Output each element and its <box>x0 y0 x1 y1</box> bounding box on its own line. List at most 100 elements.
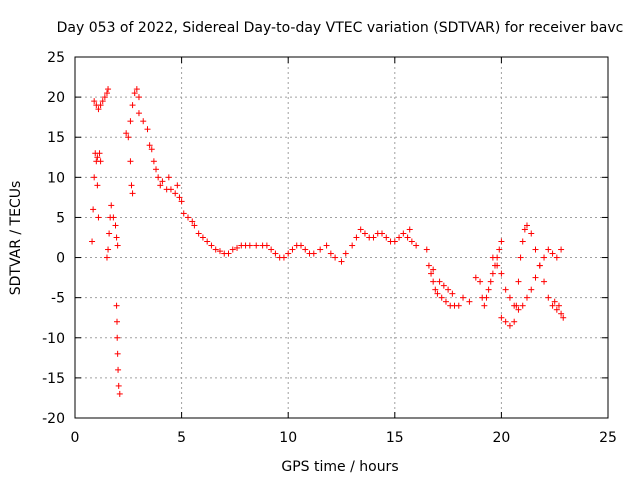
data-point <box>332 254 339 261</box>
data-point <box>553 254 560 261</box>
x-axis-ticks: 0 5 10 15 20 25 <box>71 57 617 446</box>
data-point <box>521 226 528 233</box>
data-point <box>460 294 467 301</box>
data-point <box>423 246 430 253</box>
data-point <box>113 234 120 241</box>
x-tick-label: 20 <box>492 430 510 446</box>
data-points <box>89 86 567 397</box>
data-point <box>532 246 539 253</box>
data-point <box>449 290 456 297</box>
data-point <box>289 246 296 253</box>
data-point <box>434 290 441 297</box>
data-point <box>506 294 513 301</box>
data-point <box>99 98 106 105</box>
data-point <box>370 234 377 241</box>
data-point <box>549 302 556 309</box>
data-point <box>103 90 110 97</box>
data-point <box>90 206 97 213</box>
data-point <box>172 190 179 197</box>
data-point <box>404 234 411 241</box>
x-axis-label: GPS time / hours <box>281 459 398 475</box>
data-point <box>199 234 206 241</box>
x-tick-label: 25 <box>599 430 617 446</box>
data-point <box>253 242 260 249</box>
data-point <box>519 238 526 245</box>
grid-lines <box>75 57 608 418</box>
data-point <box>174 182 181 189</box>
data-point <box>112 222 119 229</box>
data-point <box>123 130 130 137</box>
data-point <box>105 86 112 93</box>
data-point <box>280 254 287 261</box>
data-point <box>379 230 386 237</box>
data-point <box>545 294 552 301</box>
data-point <box>95 106 102 113</box>
data-point <box>541 254 548 261</box>
x-tick-label: 5 <box>177 430 186 446</box>
data-point <box>496 246 503 253</box>
data-point <box>180 210 187 217</box>
y-tick-label: -15 <box>42 371 65 387</box>
data-point <box>551 298 558 305</box>
data-point <box>498 314 505 321</box>
data-point <box>438 294 445 301</box>
data-point <box>396 234 403 241</box>
x-tick-label: 0 <box>71 430 80 446</box>
y-tick-label: -10 <box>42 331 65 347</box>
data-point <box>140 118 147 125</box>
chart-title: Day 053 of 2022, Sidereal Day-to-day VTE… <box>57 20 624 36</box>
data-point <box>502 318 509 325</box>
data-point <box>349 242 356 249</box>
data-point <box>191 222 198 229</box>
y-tick-label: 25 <box>47 50 65 66</box>
data-point <box>155 174 162 181</box>
data-point <box>440 282 447 289</box>
data-point <box>225 250 232 257</box>
data-point <box>89 238 96 245</box>
data-point <box>91 98 98 105</box>
data-point <box>400 230 407 237</box>
data-point <box>133 86 140 93</box>
data-point <box>408 238 415 245</box>
data-point <box>536 262 543 269</box>
data-point <box>184 214 191 221</box>
data-point <box>342 250 349 257</box>
data-point <box>148 146 155 153</box>
data-point <box>425 262 432 269</box>
y-tick-label: -5 <box>51 291 65 307</box>
data-point <box>144 126 151 133</box>
data-point <box>498 270 505 277</box>
data-point <box>310 250 317 257</box>
data-point <box>176 194 183 201</box>
data-point <box>150 158 157 165</box>
data-point <box>234 244 241 251</box>
data-point <box>103 254 110 261</box>
data-point <box>528 286 535 293</box>
data-point <box>159 178 166 185</box>
data-point <box>430 266 437 273</box>
data-point <box>178 198 185 205</box>
y-axis-ticks: -20 -15 -10 -5 0 5 10 15 20 25 <box>42 50 608 427</box>
y-tick-label: -20 <box>42 411 65 427</box>
data-point <box>513 302 520 309</box>
data-point <box>127 118 134 125</box>
data-point <box>361 230 368 237</box>
data-point <box>357 226 364 233</box>
y-axis-label: SDTVAR / TECUs <box>8 181 24 296</box>
data-point <box>338 258 345 265</box>
y-tick-label: 10 <box>47 170 65 186</box>
data-point <box>96 150 103 157</box>
data-point <box>263 242 270 249</box>
data-point <box>268 246 275 253</box>
data-point <box>487 278 494 285</box>
data-point <box>106 230 113 237</box>
data-point <box>532 274 539 281</box>
data-point <box>204 238 211 245</box>
data-point <box>553 306 560 313</box>
data-point <box>113 302 120 309</box>
y-tick-label: 0 <box>56 251 65 267</box>
data-point <box>523 222 530 229</box>
data-point <box>285 250 292 257</box>
data-point <box>489 254 496 261</box>
data-point <box>101 94 108 101</box>
